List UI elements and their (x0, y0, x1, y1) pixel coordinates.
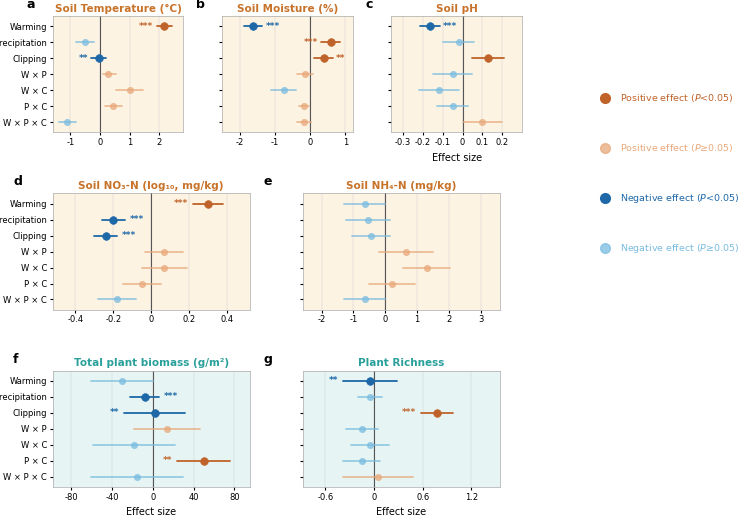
Title: Soil Temperature (°C): Soil Temperature (°C) (54, 4, 181, 14)
Text: Negative effect ($\it{P}$<0.05): Negative effect ($\it{P}$<0.05) (620, 192, 739, 204)
Text: e: e (263, 176, 271, 189)
Text: c: c (365, 0, 372, 11)
Text: g: g (263, 353, 272, 366)
Text: **: ** (162, 456, 172, 465)
Text: ***: *** (139, 21, 153, 30)
Text: ***: *** (265, 21, 280, 30)
Text: ***: *** (443, 21, 457, 30)
Text: **: ** (110, 409, 119, 418)
X-axis label: Effect size: Effect size (432, 152, 481, 162)
Text: ***: *** (304, 38, 318, 47)
Text: ***: *** (174, 199, 188, 208)
Text: **: ** (329, 376, 338, 386)
Text: ***: *** (122, 231, 136, 240)
Text: f: f (14, 353, 19, 366)
Title: Soil Moisture (%): Soil Moisture (%) (237, 4, 338, 14)
Title: Soil NH₄-N (mg/kg): Soil NH₄-N (mg/kg) (346, 181, 456, 191)
Text: d: d (14, 176, 22, 189)
Title: Total plant biomass (g/m²): Total plant biomass (g/m²) (74, 358, 229, 368)
Text: ***: *** (164, 392, 178, 401)
Text: Positive effect ($\it{P}$<0.05): Positive effect ($\it{P}$<0.05) (620, 92, 733, 104)
Text: a: a (26, 0, 35, 11)
Text: ***: *** (402, 409, 416, 418)
X-axis label: Effect size: Effect size (126, 507, 176, 517)
Text: Positive effect ($\it{P}$≥0.05): Positive effect ($\it{P}$≥0.05) (620, 142, 733, 154)
Title: Soil NO₃-N (log₁₀, mg/kg): Soil NO₃-N (log₁₀, mg/kg) (78, 181, 224, 191)
Text: b: b (196, 0, 205, 11)
Text: Negative effect ($\it{P}$≥0.05): Negative effect ($\it{P}$≥0.05) (620, 242, 739, 255)
Text: ***: *** (129, 215, 144, 224)
Title: Plant Richness: Plant Richness (358, 358, 444, 368)
X-axis label: Effect size: Effect size (376, 507, 426, 517)
Title: Soil pH: Soil pH (435, 4, 478, 14)
Text: **: ** (78, 53, 88, 62)
Text: **: ** (336, 53, 346, 62)
